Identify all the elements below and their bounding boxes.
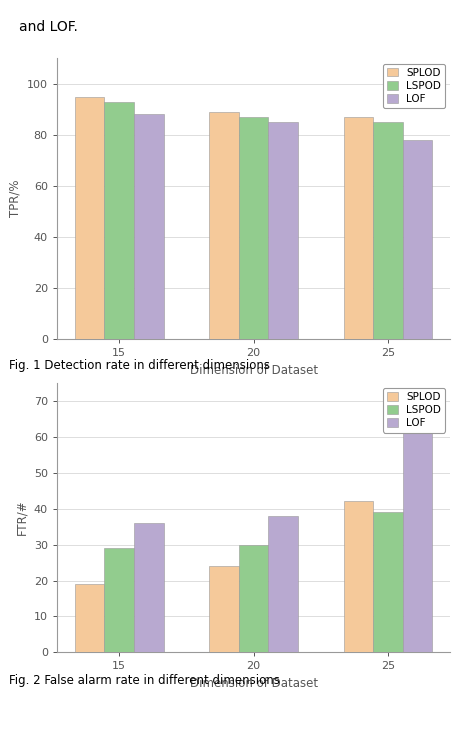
Bar <box>268 122 298 339</box>
Text: Fig. 1 Detection rate in different dimensions: Fig. 1 Detection rate in different dimen… <box>9 359 271 372</box>
Bar <box>373 512 403 652</box>
Bar <box>209 112 239 339</box>
Bar <box>75 584 104 652</box>
Bar <box>403 140 432 339</box>
Legend: SPLOD, LSPOD, LOF: SPLOD, LSPOD, LOF <box>383 388 445 432</box>
Bar <box>104 548 134 652</box>
Bar <box>134 114 164 339</box>
Bar <box>373 122 403 339</box>
Bar <box>268 516 298 652</box>
Bar <box>344 502 373 652</box>
Bar <box>134 523 164 652</box>
Bar <box>403 433 432 652</box>
Bar <box>239 545 268 652</box>
X-axis label: Dimension of Dataset: Dimension of Dataset <box>190 364 318 377</box>
Bar <box>104 102 134 339</box>
X-axis label: Dimension of Dataset: Dimension of Dataset <box>190 677 318 690</box>
Bar <box>209 566 239 652</box>
Bar <box>75 97 104 339</box>
Bar <box>344 117 373 339</box>
Bar <box>239 117 268 339</box>
Text: and LOF.: and LOF. <box>19 20 78 34</box>
Y-axis label: FTR/#: FTR/# <box>15 500 28 535</box>
Y-axis label: TPR/%: TPR/% <box>9 180 21 217</box>
Legend: SPLOD, LSPOD, LOF: SPLOD, LSPOD, LOF <box>383 63 445 108</box>
Text: Fig. 2 False alarm rate in different dimensions: Fig. 2 False alarm rate in different dim… <box>9 674 280 687</box>
